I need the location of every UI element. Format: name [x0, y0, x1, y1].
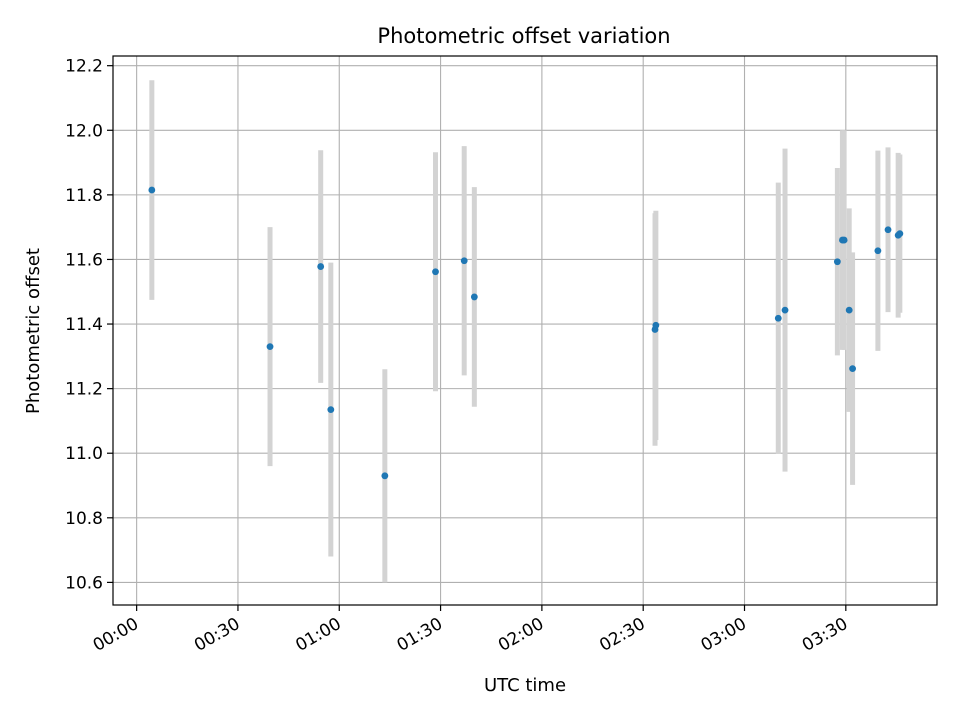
data-point: [874, 247, 882, 255]
x-tick-label: 00:00: [90, 614, 142, 656]
chart-title: Photometric offset variation: [377, 24, 670, 48]
data-point: [774, 314, 782, 322]
data-point: [781, 306, 789, 314]
plot-frame: [112, 55, 938, 606]
x-tick-label: 03:30: [799, 614, 851, 656]
data-point: [381, 472, 389, 480]
grid: [113, 56, 937, 605]
data-point: [327, 406, 335, 414]
data-point: [849, 365, 856, 373]
x-tick-label: 01:00: [292, 614, 344, 656]
y-tick-label: 10.8: [65, 509, 103, 529]
y-tick-label: 12.2: [65, 57, 103, 77]
data-point: [317, 263, 325, 270]
x-tick-label: 02:30: [596, 614, 648, 656]
x-tick-label: 01:30: [394, 614, 446, 656]
y-axis-label: Photometric offset: [23, 248, 44, 414]
y-tick-label: 11.8: [65, 186, 103, 206]
error-bars: [149, 80, 903, 583]
data-point: [652, 321, 660, 329]
y-tick-label: 11.6: [65, 250, 103, 270]
y-tick-label: 11.4: [65, 315, 103, 335]
x-tick-label: 02:00: [495, 614, 547, 656]
x-tick-label: 00:30: [191, 614, 243, 656]
data-point: [833, 258, 841, 266]
data-point: [432, 268, 439, 276]
data-point: [460, 257, 468, 265]
x-axis-ticks: 00:00 00:30 01:00 01:30 02:00 02:30 03:00 03:30: [90, 605, 851, 656]
y-tick-label: 11.0: [65, 444, 103, 464]
data-points: [148, 186, 904, 480]
data-point: [148, 186, 156, 194]
y-tick-label: 12.0: [65, 121, 103, 141]
data-point: [840, 236, 848, 244]
x-tick-label: 03:00: [698, 614, 750, 656]
data-point: [884, 226, 892, 234]
data-point: [845, 306, 853, 314]
data-point: [266, 343, 274, 351]
x-axis-label: UTC time: [484, 675, 566, 696]
y-axis-ticks: 10.6 10.8 11.0 11.2 11.4 11.6 11.8 12.0 12.2: [65, 57, 113, 593]
y-tick-label: 11.2: [65, 380, 103, 400]
data-point: [470, 293, 478, 301]
y-tick-label: 10.6: [65, 573, 103, 593]
data-point: [896, 230, 904, 238]
